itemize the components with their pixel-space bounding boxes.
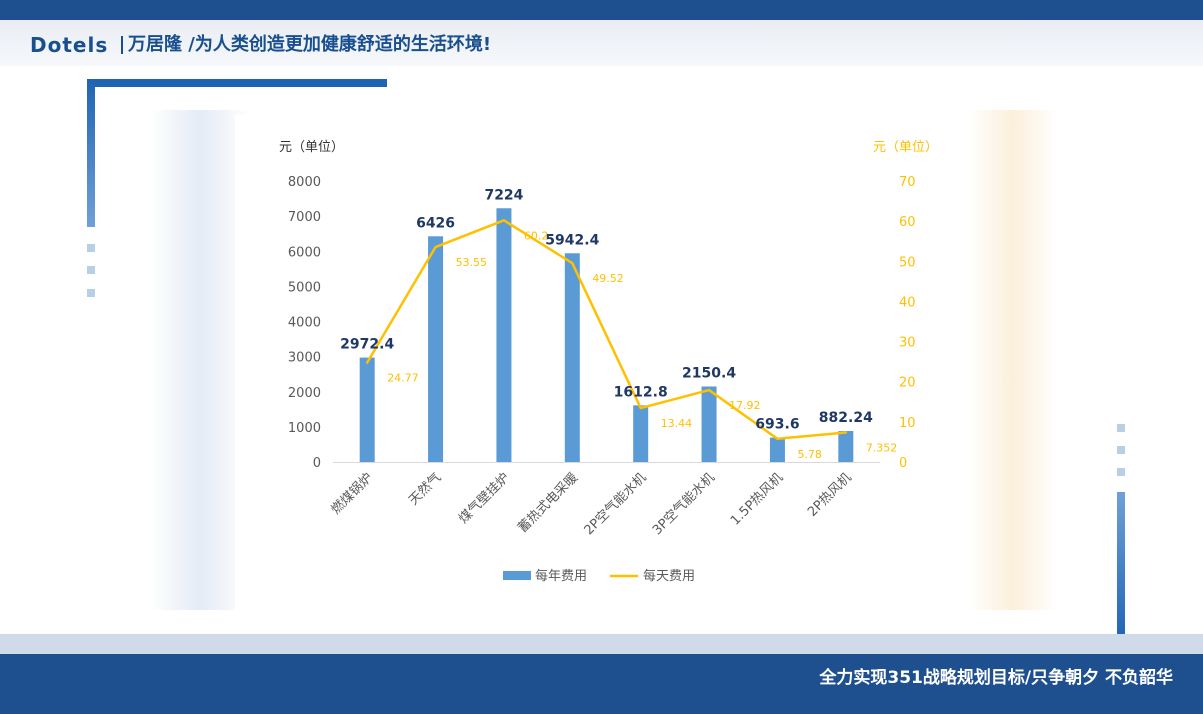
right-tick-label: 40 — [899, 295, 916, 310]
line-data-label: 60.2 — [524, 229, 549, 242]
bar — [838, 431, 854, 462]
legend-line-label: 每天费用 — [643, 568, 695, 584]
left-tick-label: 1000 — [288, 421, 321, 436]
right-tick-label: 70 — [899, 175, 916, 190]
category-label: 2P空气能水机 — [581, 470, 650, 539]
bar-data-label: 2150.4 — [682, 365, 736, 381]
line-data-label: 24.77 — [387, 372, 419, 385]
left-tick-label: 3000 — [288, 351, 321, 366]
frame-right-line — [1117, 492, 1125, 642]
bar — [701, 386, 717, 462]
decor-dot — [87, 244, 95, 252]
decor-dot — [1117, 424, 1125, 432]
footer-slogan: 全力实现351战略规划目标/只争朝夕 不负韶华 — [819, 668, 1173, 688]
combo-chart: 元（单位） 元（单位） 0 1000 2000 3000 4000 5000 6000 7000 8… — [279, 140, 938, 584]
category-label: 2P热风机 — [805, 470, 855, 520]
left-axis-title: 元（单位） — [279, 140, 344, 155]
line-data-label: 13.44 — [661, 417, 693, 430]
bar — [359, 357, 375, 462]
legend-bar-label: 每年费用 — [535, 568, 587, 584]
category-label: 天然气 — [405, 470, 444, 509]
right-tick-label: 60 — [899, 215, 916, 230]
bar-data-label: 5942.4 — [545, 232, 599, 248]
frame-top-line — [87, 79, 387, 87]
line-data-label: 53.55 — [456, 256, 488, 269]
bar-data-label: 2972.4 — [340, 337, 394, 353]
decor-dot — [1117, 468, 1125, 476]
line-data-label: 17.92 — [729, 399, 761, 412]
right-tick-label: 30 — [899, 336, 916, 351]
left-tick-label: 7000 — [288, 210, 321, 225]
bar-data-label: 882.24 — [819, 410, 873, 426]
left-tick-label: 5000 — [288, 280, 321, 295]
right-tick-label: 50 — [899, 255, 916, 270]
category-label: 燃煤锅炉 — [328, 470, 376, 518]
right-tick-label: 0 — [899, 456, 907, 471]
bottom-bar — [0, 654, 1203, 714]
category-label: 煤气壁挂炉 — [455, 470, 512, 527]
left-tick-label: 6000 — [288, 245, 321, 260]
line-data-label: 5.78 — [797, 448, 822, 461]
left-tick-label: 0 — [313, 456, 321, 471]
backdrop-blur-right — [968, 110, 1058, 610]
top-bar — [0, 0, 1203, 20]
legend-bar-swatch — [503, 571, 531, 580]
line-data-label: 49.52 — [592, 272, 624, 285]
bottom-light-band — [0, 634, 1203, 654]
daily-cost-line — [365, 219, 848, 441]
category-label: 蓄热式电采暖 — [515, 470, 581, 536]
bar-data-label: 693.6 — [755, 417, 799, 433]
bar-data-label: 7224 — [484, 187, 523, 203]
frame-left-line — [87, 79, 95, 227]
decor-dot — [1117, 446, 1125, 454]
left-tick-label: 8000 — [288, 175, 321, 190]
bar — [428, 236, 444, 462]
bar — [564, 253, 580, 462]
category-label: 3P空气能水机 — [649, 470, 718, 539]
bar — [769, 437, 785, 462]
decor-dot — [87, 289, 95, 297]
bar — [496, 208, 512, 462]
line-data-label: 7.352 — [866, 441, 898, 454]
chart-panel: 元（单位） 元（单位） 0 1000 2000 3000 4000 5000 6000 7000 8… — [235, 115, 970, 610]
right-tick-label: 20 — [899, 376, 916, 391]
bar-data-label: 1612.8 — [614, 384, 668, 400]
brand-tagline: 万居隆 /为人类创造更加健康舒适的生活环境! — [128, 34, 492, 55]
backdrop-blur-left — [150, 110, 250, 610]
decor-dot — [87, 266, 95, 274]
left-tick-label: 2000 — [288, 386, 321, 401]
bar — [633, 405, 649, 462]
brand-logo: Dotels — [30, 33, 109, 57]
bar-data-label: 6426 — [416, 215, 455, 231]
left-tick-label: 4000 — [288, 316, 321, 331]
right-tick-label: 10 — [899, 416, 916, 431]
right-axis-title: 元（单位） — [873, 140, 938, 155]
header-band — [0, 20, 1203, 66]
brand-separator — [121, 36, 123, 54]
category-label: 1.5P热风机 — [728, 470, 786, 528]
